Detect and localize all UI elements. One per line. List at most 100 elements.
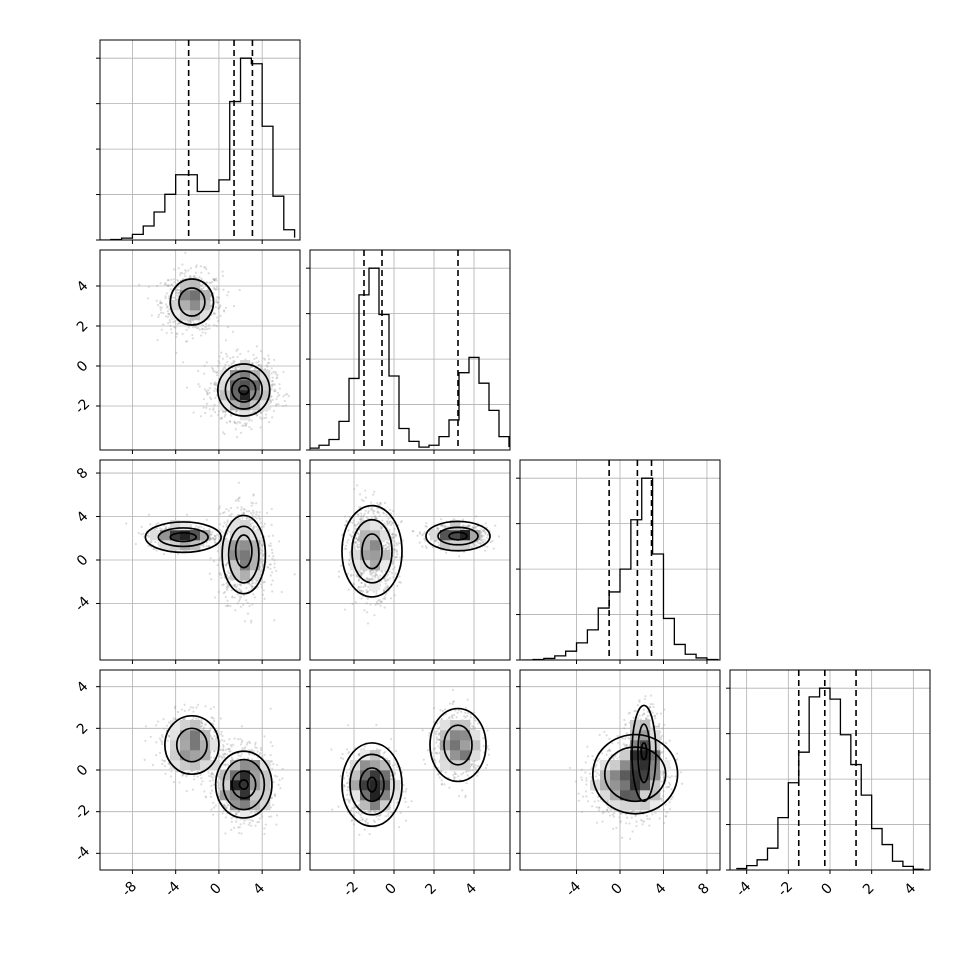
sample-point xyxy=(275,403,278,406)
sample-point xyxy=(360,512,363,515)
sample-point xyxy=(207,545,210,548)
sample-point xyxy=(482,528,486,532)
sample-point xyxy=(205,518,208,521)
sample-point xyxy=(239,421,242,424)
sample-point xyxy=(201,283,204,286)
sample-point xyxy=(377,504,381,507)
sample-point xyxy=(184,251,187,254)
sample-point xyxy=(270,383,274,387)
sample-point xyxy=(185,328,188,332)
sample-point xyxy=(368,570,372,574)
sample-point xyxy=(216,316,219,319)
sample-point xyxy=(227,577,230,580)
sample-point xyxy=(387,586,390,589)
sample-point xyxy=(252,509,255,512)
sample-point xyxy=(359,589,363,593)
sample-point xyxy=(269,401,273,404)
sample-point xyxy=(445,551,448,554)
sample-point xyxy=(223,432,226,436)
sample-point xyxy=(140,525,143,528)
sample-point xyxy=(273,619,276,622)
sample-point xyxy=(352,519,356,522)
sample-point xyxy=(362,499,365,503)
sample-point xyxy=(259,426,262,429)
sample-point xyxy=(380,527,383,530)
sample-point xyxy=(367,510,370,513)
sample-point xyxy=(391,562,394,565)
sample-point xyxy=(252,526,256,529)
sample-point xyxy=(252,527,255,531)
sample-point xyxy=(273,389,276,393)
sample-point xyxy=(252,494,255,497)
sample-point xyxy=(357,586,360,589)
density-cell xyxy=(180,300,191,311)
density-cell xyxy=(180,310,191,321)
sample-point xyxy=(195,264,198,267)
sample-point xyxy=(206,393,209,396)
sample-point xyxy=(255,513,258,516)
sample-point xyxy=(216,285,219,288)
sample-point xyxy=(250,428,253,431)
sample-point xyxy=(359,518,362,521)
sample-point xyxy=(168,526,171,530)
sample-point xyxy=(149,541,152,544)
sample-point xyxy=(481,540,485,543)
sample-point xyxy=(343,515,346,518)
sample-point xyxy=(185,386,188,389)
sample-point xyxy=(387,517,390,520)
sample-point xyxy=(364,584,367,587)
sample-point xyxy=(212,560,216,563)
contour-line xyxy=(231,377,257,403)
sample-point xyxy=(166,306,169,309)
sample-point xyxy=(226,604,230,607)
sample-point xyxy=(205,389,208,393)
sample-point xyxy=(265,364,269,367)
sample-point xyxy=(267,535,270,538)
sample-point xyxy=(209,533,212,536)
sample-point xyxy=(218,528,221,532)
sample-point xyxy=(203,266,206,269)
sample-point xyxy=(212,368,215,371)
sample-point xyxy=(267,354,270,357)
histogram-panel-2 xyxy=(516,459,721,664)
sample-point xyxy=(207,324,210,327)
sample-point xyxy=(202,286,205,289)
sample-point xyxy=(202,543,205,546)
sample-point xyxy=(271,557,274,560)
sample-point xyxy=(355,524,358,527)
sample-point xyxy=(357,537,360,540)
sample-point xyxy=(187,326,190,329)
density-cell xyxy=(230,540,241,551)
sample-point xyxy=(231,595,234,598)
sample-point xyxy=(371,515,374,519)
sample-point xyxy=(245,586,248,590)
sample-point xyxy=(383,512,386,515)
sample-point xyxy=(355,575,358,578)
sample-point xyxy=(251,586,254,589)
sample-point xyxy=(212,370,215,373)
density-cell xyxy=(230,370,241,381)
sample-point xyxy=(159,306,162,309)
sample-point xyxy=(212,537,215,540)
sample-point xyxy=(244,599,248,602)
sample-point xyxy=(434,539,437,543)
density-cell xyxy=(160,540,171,551)
density-cell xyxy=(180,290,191,301)
sample-point xyxy=(210,414,213,418)
sample-point xyxy=(255,517,258,520)
sample-point xyxy=(215,382,218,385)
sample-point xyxy=(213,383,216,386)
sample-point xyxy=(271,551,274,554)
sample-point xyxy=(355,537,358,540)
sample-point xyxy=(214,541,217,544)
sample-point xyxy=(440,518,443,521)
sample-point xyxy=(220,573,223,576)
sample-point xyxy=(234,421,237,424)
sample-point xyxy=(375,516,378,520)
sample-point xyxy=(369,501,373,504)
sample-point xyxy=(377,602,380,605)
sample-point xyxy=(391,533,394,536)
sample-point xyxy=(386,573,389,576)
sample-point xyxy=(165,526,168,529)
sample-point xyxy=(271,579,274,582)
